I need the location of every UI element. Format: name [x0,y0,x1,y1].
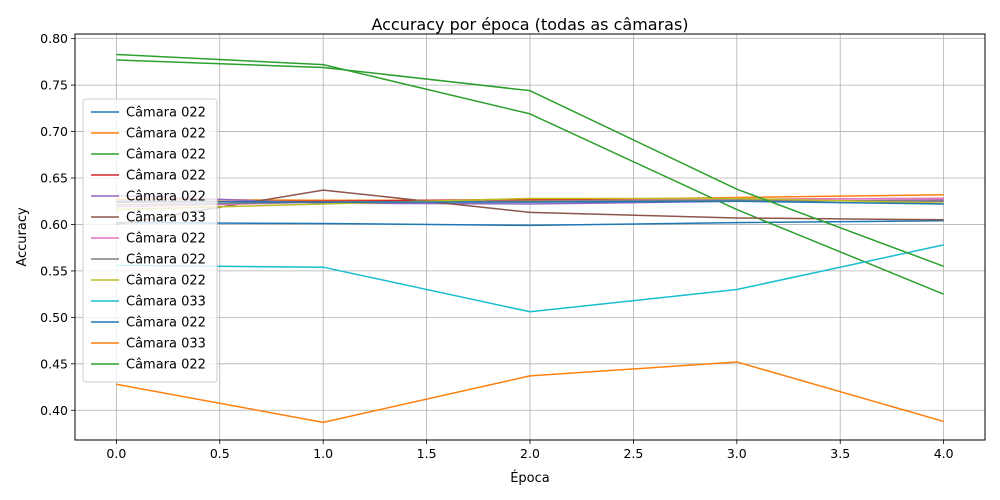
legend-entry-label: Câmara 022 [126,148,206,163]
legend-entry-label: Câmara 022 [126,232,206,247]
y-axis-ticks: 0.40 0.45 0.50 0.55 0.60 0.65 0.70 0.75 0.80 [40,31,75,418]
y-tick-label: 0.60 [40,217,68,232]
y-tick-label: 0.75 [40,78,68,93]
legend-entry-label: Câmara 033 [126,211,206,226]
x-tick-label: 0.5 [210,446,230,461]
legend-box [82,98,218,383]
y-tick-label: 0.65 [40,171,68,186]
series-line-10 [116,244,944,313]
y-tick-label: 0.70 [40,124,68,139]
y-tick-label: 0.45 [40,356,68,371]
legend-entry-label: Câmara 022 [126,106,206,121]
series-lines [116,53,944,424]
legend-entry-label: Câmara 022 [126,274,206,289]
series-line-13 [116,59,944,267]
y-tick-label: 0.55 [40,263,68,278]
y-tick-label: 0.80 [40,31,68,46]
legend-entry-label: Câmara 022 [126,127,206,142]
x-tick-label: 1.0 [313,446,333,461]
x-tick-label: 3.0 [727,446,747,461]
x-tick-label: 4.0 [934,446,954,461]
x-tick-label: 1.5 [417,446,437,461]
series-line-9 [116,197,944,211]
series-line-12 [116,361,944,424]
legend-entry-label: Câmara 033 [126,337,206,352]
x-tick-label: 2.0 [520,446,540,461]
x-tick-label: 2.5 [623,446,643,461]
legend-entry-label: Câmara 022 [126,169,206,184]
legend-entry-label: Câmara 022 [126,253,206,268]
series-line-3 [116,53,944,295]
x-tick-label: 3.5 [830,446,850,461]
y-tick-label: 0.40 [40,403,68,418]
x-tick-label: 0.0 [106,446,126,461]
y-tick-label: 0.50 [40,310,68,325]
legend-entry-label: Câmara 022 [126,316,206,331]
grid-lines [75,34,985,440]
legend-entry-label: Câmara 022 [126,358,206,373]
series-line-11 [116,200,944,205]
series-line-1 [116,219,944,227]
legend-entry-label: Câmara 022 [126,190,206,205]
x-axis-ticks: 0.0 0.5 1.0 1.5 2.0 2.5 3.0 3.5 4.0 [106,440,954,461]
legend: Câmara 022 Câmara 022 Câmara 022 Câmara 022… [82,98,218,383]
x-axis-label: Época [510,470,550,486]
chart-title: Accuracy por época (todas as câmaras) [371,15,688,34]
y-axis-label: Accuracy [15,207,30,267]
legend-entry-label: Câmara 033 [126,295,206,310]
